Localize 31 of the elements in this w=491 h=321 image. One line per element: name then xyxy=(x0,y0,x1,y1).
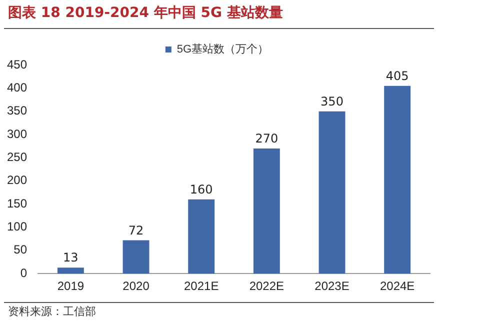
x-tick-label: 2021E xyxy=(184,279,219,294)
y-tick-label: 50 xyxy=(14,242,28,257)
x-tick-label: 2023E xyxy=(314,279,350,294)
data-label: 13 xyxy=(63,250,78,265)
data-label: 405 xyxy=(386,68,409,83)
y-tick-label: 100 xyxy=(6,220,28,234)
data-label: 160 xyxy=(190,182,213,197)
bar xyxy=(122,240,150,274)
y-tick-label: 450 xyxy=(6,57,28,72)
bar xyxy=(57,268,84,274)
y-tick-label: 150 xyxy=(6,196,28,210)
chart-title: 图表 18 2019-2024 年中国 5G 基站数量 xyxy=(8,4,283,22)
data-label: 72 xyxy=(128,223,144,238)
text: 资料来源：工信部 xyxy=(8,304,96,319)
bar xyxy=(384,86,411,274)
bar xyxy=(318,111,346,274)
y-tick-label: 300 xyxy=(6,126,28,141)
bar xyxy=(188,199,215,274)
bar xyxy=(253,148,280,274)
x-tick-label: 2019 xyxy=(57,279,84,294)
x-tick-label: 2020 xyxy=(122,279,150,294)
x-tick-label: 2024E xyxy=(380,279,415,294)
legend-label: 5G基站数（万个） xyxy=(176,42,269,56)
x-tick-label: 2022E xyxy=(249,279,284,294)
y-tick-label: 400 xyxy=(6,80,28,94)
y-tick-label: 350 xyxy=(6,104,28,118)
y-tick-label: 200 xyxy=(6,173,28,188)
data-label: 350 xyxy=(320,94,344,108)
y-tick-label: 250 xyxy=(6,150,28,164)
data-label: 270 xyxy=(255,132,278,146)
y-tick-label: 0 xyxy=(20,266,28,280)
